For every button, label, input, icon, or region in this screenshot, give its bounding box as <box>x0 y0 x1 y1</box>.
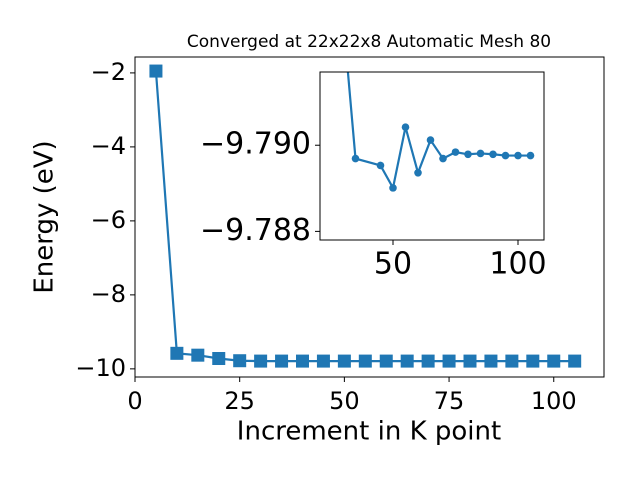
chart-title: Converged at 22x22x8 Automatic Mesh 80 <box>187 32 551 52</box>
y-tick-label: −9.788 <box>200 213 311 248</box>
y-tick-label: −10 <box>75 354 126 382</box>
marker <box>339 12 347 20</box>
marker <box>191 348 205 362</box>
marker <box>421 354 435 368</box>
marker <box>296 354 309 368</box>
marker <box>484 354 498 368</box>
marker <box>489 150 497 159</box>
marker <box>514 151 522 160</box>
marker <box>400 354 414 368</box>
marker <box>376 161 385 170</box>
marker <box>526 354 540 368</box>
marker <box>505 354 519 368</box>
y-tick-label: −6 <box>91 206 126 234</box>
x-tick-label: 75 <box>434 387 465 415</box>
marker <box>212 352 226 366</box>
marker <box>351 154 360 163</box>
marker <box>526 151 535 160</box>
marker <box>501 151 510 160</box>
marker <box>401 123 410 131</box>
x-tick-label: 100 <box>531 387 577 415</box>
axes-frame <box>319 71 545 241</box>
marker <box>442 354 456 368</box>
marker <box>337 354 351 368</box>
marker <box>568 354 582 368</box>
marker <box>414 169 422 177</box>
x-tick-label: 50 <box>329 387 360 415</box>
plot-group <box>149 64 582 368</box>
marker <box>379 354 393 368</box>
x-tick-label: 25 <box>224 387 255 415</box>
marker <box>389 184 397 192</box>
marker <box>233 354 247 368</box>
marker <box>547 354 561 368</box>
y-tick-label: −8 <box>91 280 126 308</box>
marker <box>464 150 472 159</box>
marker <box>463 354 477 368</box>
x-tick-label: 100 <box>489 247 546 282</box>
marker <box>476 149 485 158</box>
x-tick-label: 0 <box>127 387 142 415</box>
marker <box>170 346 184 360</box>
plot-group <box>339 12 535 192</box>
y-tick-label: −9.790 <box>200 127 311 162</box>
marker <box>358 354 372 368</box>
y-axis-label: Energy (eV) <box>30 140 60 293</box>
axes-frame <box>134 56 605 378</box>
y-tick-label: −2 <box>91 58 126 86</box>
marker <box>316 354 330 368</box>
marker <box>426 136 435 144</box>
marker <box>439 154 447 163</box>
marker <box>451 148 460 156</box>
x-axis-label: Increment in K point <box>237 417 501 447</box>
y-tick-label: −4 <box>91 132 126 160</box>
x-tick-label: 50 <box>374 247 412 282</box>
marker <box>275 354 289 368</box>
marker <box>254 354 268 368</box>
marker <box>149 64 163 78</box>
